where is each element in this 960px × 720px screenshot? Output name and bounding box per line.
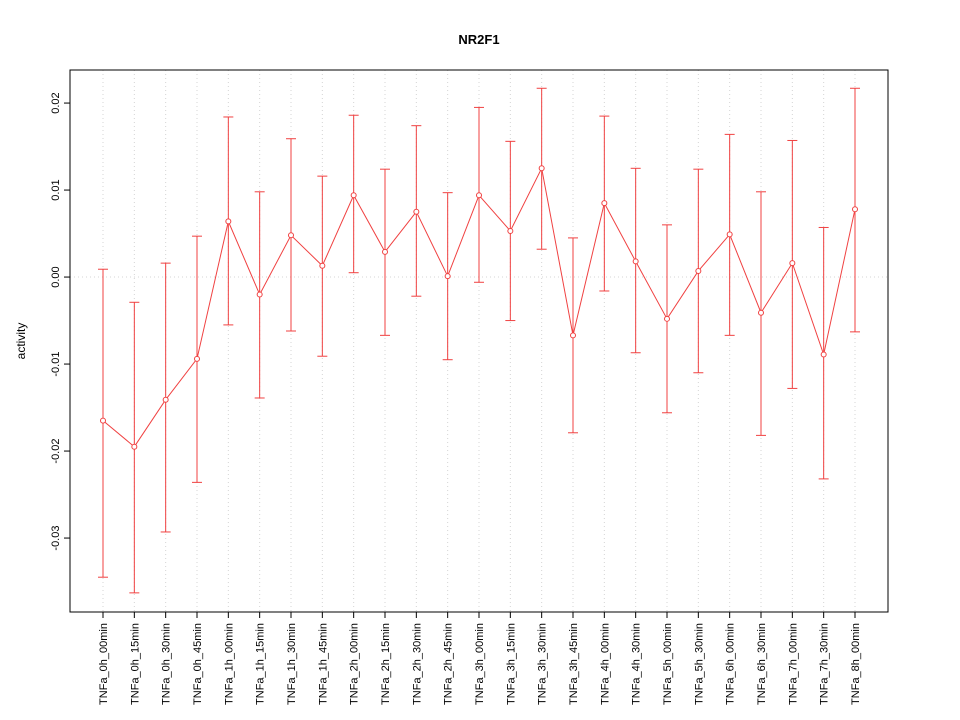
data-point — [194, 355, 200, 362]
data-point — [789, 260, 796, 267]
x-tick-label: TNFa_5h_00min — [662, 623, 674, 705]
y-axis-label: activity — [14, 323, 28, 360]
data-point — [570, 332, 576, 339]
x-tick-label: TNFa_3h_15min — [505, 623, 517, 705]
data-point — [413, 208, 420, 215]
x-tick-label: TNFa_8h_00min — [850, 623, 862, 705]
y-tick-label: 0.01 — [50, 179, 62, 200]
data-point — [726, 231, 733, 238]
data-point — [852, 206, 858, 213]
data-point — [131, 443, 138, 450]
x-tick-label: TNFa_1h_15min — [255, 623, 267, 705]
data-point — [820, 351, 827, 358]
x-tick-label: TNFa_2h_15min — [380, 623, 392, 705]
data-point — [695, 267, 702, 274]
data-point — [288, 232, 294, 239]
y-tick-label: 0.02 — [50, 92, 62, 113]
x-tick-label: TNFa_1h_00min — [223, 623, 235, 705]
data-point — [507, 227, 514, 234]
x-tick-label: TNFa_3h_30min — [537, 623, 549, 705]
x-tick-label: TNFa_0h_30min — [161, 623, 173, 705]
y-tick-label: 0.00 — [50, 266, 62, 287]
y-tick-label: -0.02 — [50, 439, 62, 464]
x-tick-label: TNFa_2h_45min — [443, 623, 455, 705]
data-point — [632, 258, 639, 265]
x-tick-label: TNFa_0h_00min — [98, 623, 110, 705]
data-point — [444, 273, 451, 280]
x-tick-label: TNFa_1h_45min — [317, 623, 329, 705]
y-tick-label: -0.01 — [50, 352, 62, 377]
x-tick-label: TNFa_4h_30min — [631, 623, 643, 705]
x-tick-label: TNFa_6h_00min — [725, 623, 737, 705]
x-tick-label: TNFa_6h_30min — [756, 623, 768, 705]
x-tick-label: TNFa_0h_15min — [129, 623, 141, 705]
x-tick-label: TNFa_0h_45min — [192, 623, 204, 705]
x-tick-label: TNFa_5h_30min — [693, 623, 705, 705]
data-point — [382, 248, 388, 255]
data-point — [319, 262, 326, 269]
chart-title: NR2F1 — [458, 32, 499, 47]
data-point — [664, 315, 670, 322]
x-tick-label: TNFa_1h_30min — [286, 623, 298, 705]
data-point — [100, 417, 106, 424]
x-tick-label: TNFa_7h_30min — [819, 623, 831, 705]
x-tick-label: TNFa_3h_00min — [474, 623, 486, 705]
data-point — [758, 309, 764, 316]
x-tick-label: TNFa_2h_00min — [349, 623, 361, 705]
data-point — [350, 192, 357, 199]
x-tick-label: TNFa_3h_45min — [568, 623, 580, 705]
x-tick-label: TNFa_4h_00min — [599, 623, 611, 705]
data-point — [601, 200, 608, 207]
plot-area: -0.03 -0.02 -0.01 0.00 0.01 0.02 TNFa_0h_00min… — [50, 69, 889, 705]
y-tick-label: -0.03 — [50, 526, 62, 551]
data-point — [256, 291, 263, 298]
x-tick-label: TNFa_2h_30min — [411, 623, 423, 705]
data-point — [225, 218, 232, 225]
data-point — [476, 192, 482, 199]
data-point — [538, 165, 545, 172]
x-tick-label: TNFa_7h_00min — [787, 623, 799, 705]
data-point — [162, 396, 169, 403]
